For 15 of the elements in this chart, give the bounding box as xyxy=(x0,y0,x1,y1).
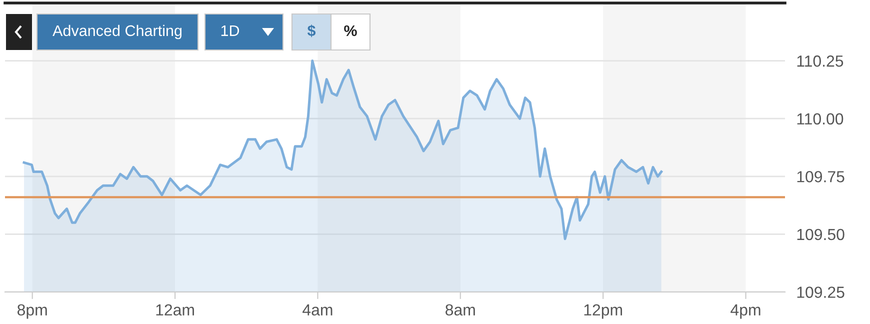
y-tick-label: 109.25 xyxy=(797,286,844,298)
y-tick-label: 110.00 xyxy=(797,113,844,125)
annotation: % xyxy=(344,25,357,36)
x-tick-label: 4am xyxy=(302,304,332,316)
x-tick-label: 12pm xyxy=(584,304,622,319)
x-tick-label: 4pm xyxy=(730,304,760,319)
y-tick-label: 109.50 xyxy=(797,228,844,240)
y-tick-label: 109.75 xyxy=(797,171,844,182)
x-tick-label: 8pm xyxy=(18,304,47,319)
annotation: $ xyxy=(307,24,316,38)
annotation: Advanced Charting xyxy=(52,24,182,40)
x-tick-label: 12am xyxy=(156,304,194,316)
y-tick-label: 110.25 xyxy=(797,55,844,67)
x-tick-label: 8am xyxy=(446,304,475,316)
annotation: 1D xyxy=(221,25,240,36)
